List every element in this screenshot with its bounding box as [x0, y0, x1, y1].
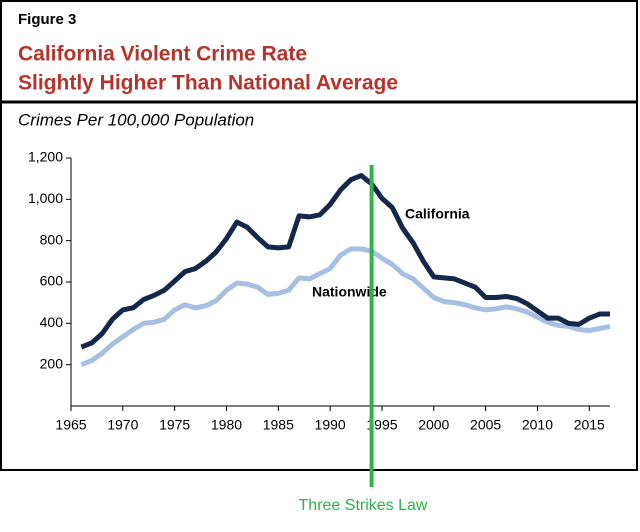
x-tick-label: 1970 — [107, 417, 138, 433]
y-tick-label: 200 — [40, 355, 64, 371]
x-tick-label: 2015 — [574, 417, 605, 433]
x-tick-label: 1965 — [55, 417, 86, 433]
x-tick-label: 2010 — [522, 417, 553, 433]
x-tick-label: 1985 — [263, 417, 294, 433]
y-tick-label: 1,000 — [28, 190, 63, 206]
y-tick-label: 800 — [40, 231, 64, 247]
chart-title: Slightly Higher Than National Average — [18, 72, 398, 95]
x-tick-label: 1980 — [211, 417, 242, 433]
series-label: Nationwide — [312, 284, 387, 300]
series-line — [80, 246, 611, 367]
y-tick-label: 400 — [40, 314, 64, 330]
series-label: California — [405, 206, 470, 222]
x-tick-label: 1975 — [159, 417, 190, 433]
frame — [0, 0, 638, 471]
y-tick-label: 600 — [40, 273, 64, 289]
chart-title: California Violent Crime Rate — [18, 43, 307, 66]
x-tick-label: 1995 — [366, 417, 397, 433]
series-line — [80, 173, 610, 350]
annotation-label: Three Strikes Law — [299, 497, 428, 514]
chart-subtitle: Crimes Per 100,000 Population — [18, 110, 254, 129]
x-tick-label: 1990 — [315, 417, 346, 433]
x-tick-label: 2005 — [470, 417, 501, 433]
y-tick-label: 1,200 — [28, 149, 63, 165]
x-tick-label: 2000 — [418, 417, 449, 433]
figure-label: Figure 3 — [18, 11, 76, 28]
